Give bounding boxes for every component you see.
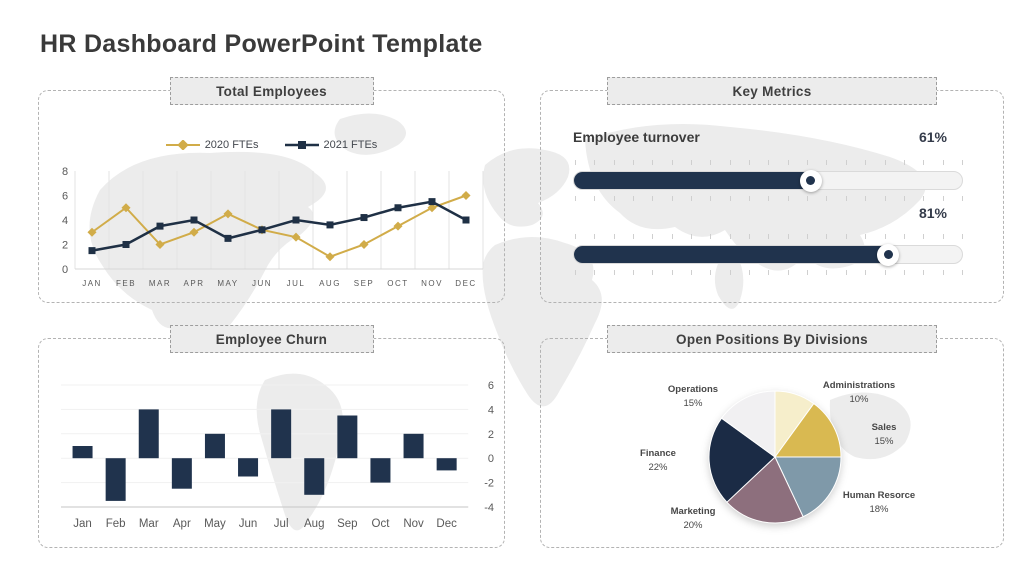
panel-title: Open Positions By Divisions <box>676 331 868 347</box>
svg-text:4: 4 <box>488 404 494 416</box>
legend-item-2021-ftes: 2021 FTEs <box>284 139 378 151</box>
panel-title-box: Open Positions By Divisions <box>607 325 937 353</box>
svg-text:NOV: NOV <box>421 279 443 288</box>
legend-marker-square-icon <box>284 141 319 149</box>
svg-text:Apr: Apr <box>173 518 191 530</box>
svg-text:FEB: FEB <box>116 279 136 288</box>
pie-label-human-resorce: Human Resorce 18% <box>843 489 915 517</box>
employee-churn-bar-chart: 6 4 2 0 -2 -4 Jan Feb Mar Apr May Jun Jul Aug Sep Oct No… <box>61 380 494 530</box>
slider-fill <box>574 246 889 263</box>
pie-label-name: Operations <box>667 384 719 395</box>
pie-label-value: 15% <box>683 397 703 409</box>
svg-text:2: 2 <box>488 429 494 441</box>
slider-ticks <box>575 234 963 239</box>
pie-label-marketing: Marketing 20% <box>671 505 716 533</box>
slider-knob-dot <box>883 250 893 259</box>
panel-key-metrics: Key Metrics Employee turnover 61% 81% <box>540 77 1004 303</box>
svg-text:Dec: Dec <box>436 518 457 530</box>
legend-marker-diamond-icon <box>165 140 200 150</box>
svg-text:AUG: AUG <box>319 279 341 288</box>
legend-label: 2021 FTEs <box>323 139 378 151</box>
metric-value: 61% <box>918 129 947 145</box>
svg-text:SEP: SEP <box>354 279 375 288</box>
svg-text:Oct: Oct <box>372 518 391 530</box>
pie-label-name: Finance <box>640 448 676 459</box>
svg-text:Jan: Jan <box>73 518 92 530</box>
metric-row-turnover: Employee turnover 61% <box>573 129 947 145</box>
svg-text:Sep: Sep <box>337 518 357 530</box>
svg-text:Aug: Aug <box>304 518 324 530</box>
svg-text:-4: -4 <box>484 502 494 514</box>
pie-label-value: 15% <box>874 435 894 447</box>
pie-label-operations: Operations 15% <box>668 383 718 411</box>
svg-text:6: 6 <box>488 380 494 392</box>
slider-knob-dot <box>806 176 816 185</box>
svg-text:6: 6 <box>62 191 68 203</box>
svg-text:Mar: Mar <box>139 518 159 530</box>
panel-title-box: Key Metrics <box>607 77 937 105</box>
slider-ticks <box>575 160 963 165</box>
pie-label-value: 22% <box>648 461 668 473</box>
panel-total-employees: Total Employees 2020 FTEs 2021 FTEs 0 2 4 6… <box>38 77 505 303</box>
svg-text:JUN: JUN <box>252 279 272 288</box>
turnover-slider-2[interactable] <box>573 243 963 266</box>
panel-title: Key Metrics <box>732 83 812 99</box>
page-title: HR Dashboard PowerPoint Template <box>40 30 483 58</box>
svg-text:2: 2 <box>62 240 68 252</box>
slider-ticks <box>575 270 963 275</box>
panel-title-box: Total Employees <box>169 77 374 105</box>
svg-text:4: 4 <box>62 215 68 227</box>
open-positions-pie-chart <box>708 390 842 524</box>
pie-label-value: 18% <box>869 503 889 515</box>
pie-label-finance: Finance 22% <box>640 447 676 475</box>
slider-knob[interactable] <box>799 169 822 192</box>
pie-label-administrations: Administrations 10% <box>823 379 895 407</box>
slider-knob[interactable] <box>877 243 900 266</box>
legend-item-2020-ftes: 2020 FTEs <box>165 139 259 151</box>
svg-text:OCT: OCT <box>387 279 408 288</box>
turnover-slider-1[interactable] <box>573 169 963 192</box>
panel-title: Employee Churn <box>215 331 328 347</box>
pie-label-name: Sales <box>871 422 897 433</box>
svg-text:MAY: MAY <box>217 279 238 288</box>
svg-text:Nov: Nov <box>403 518 424 530</box>
svg-text:JAN: JAN <box>82 279 102 288</box>
slider-ticks <box>575 196 963 201</box>
panel-title: Total Employees <box>216 83 327 99</box>
metric-row-second: 81% <box>573 205 947 221</box>
pie-label-name: Marketing <box>670 506 716 517</box>
panel-open-positions: Open Positions By Divisions Administrati… <box>540 325 1004 548</box>
svg-text:0: 0 <box>62 264 68 276</box>
svg-text:Feb: Feb <box>106 518 126 530</box>
pie-label-sales: Sales 15% <box>872 421 897 449</box>
svg-text:0: 0 <box>488 453 494 465</box>
total-employees-line-chart: 0 2 4 6 8 JAN FEB MAR APR MAY JUN JUL AUG SEP OCT NOV DE… <box>62 166 484 288</box>
svg-text:Jun: Jun <box>239 518 258 530</box>
line-chart-legend: 2020 FTEs 2021 FTEs <box>39 139 504 151</box>
pie-label-name: Administrations <box>822 380 896 391</box>
svg-text:MAR: MAR <box>149 279 171 288</box>
svg-text:8: 8 <box>62 166 68 178</box>
svg-text:May: May <box>204 518 226 530</box>
slider-fill <box>574 172 811 189</box>
pie-label-name: Human Resorce <box>842 490 916 501</box>
legend-label: 2020 FTEs <box>204 139 259 151</box>
pie-label-value: 10% <box>849 393 869 405</box>
svg-text:APR: APR <box>184 279 205 288</box>
svg-text:-2: -2 <box>484 478 494 490</box>
panel-title-box: Employee Churn <box>169 325 374 353</box>
panel-employee-churn: Employee Churn 6 4 2 0 -2 -4 Jan Feb Mar Apr May Ju… <box>38 325 505 548</box>
svg-text:JUL: JUL <box>287 279 306 288</box>
svg-text:DEC: DEC <box>455 279 476 288</box>
metric-label: Employee turnover <box>573 129 700 145</box>
svg-text:Jul: Jul <box>274 518 289 530</box>
pie-label-value: 20% <box>683 519 703 531</box>
metric-value: 81% <box>918 205 947 221</box>
